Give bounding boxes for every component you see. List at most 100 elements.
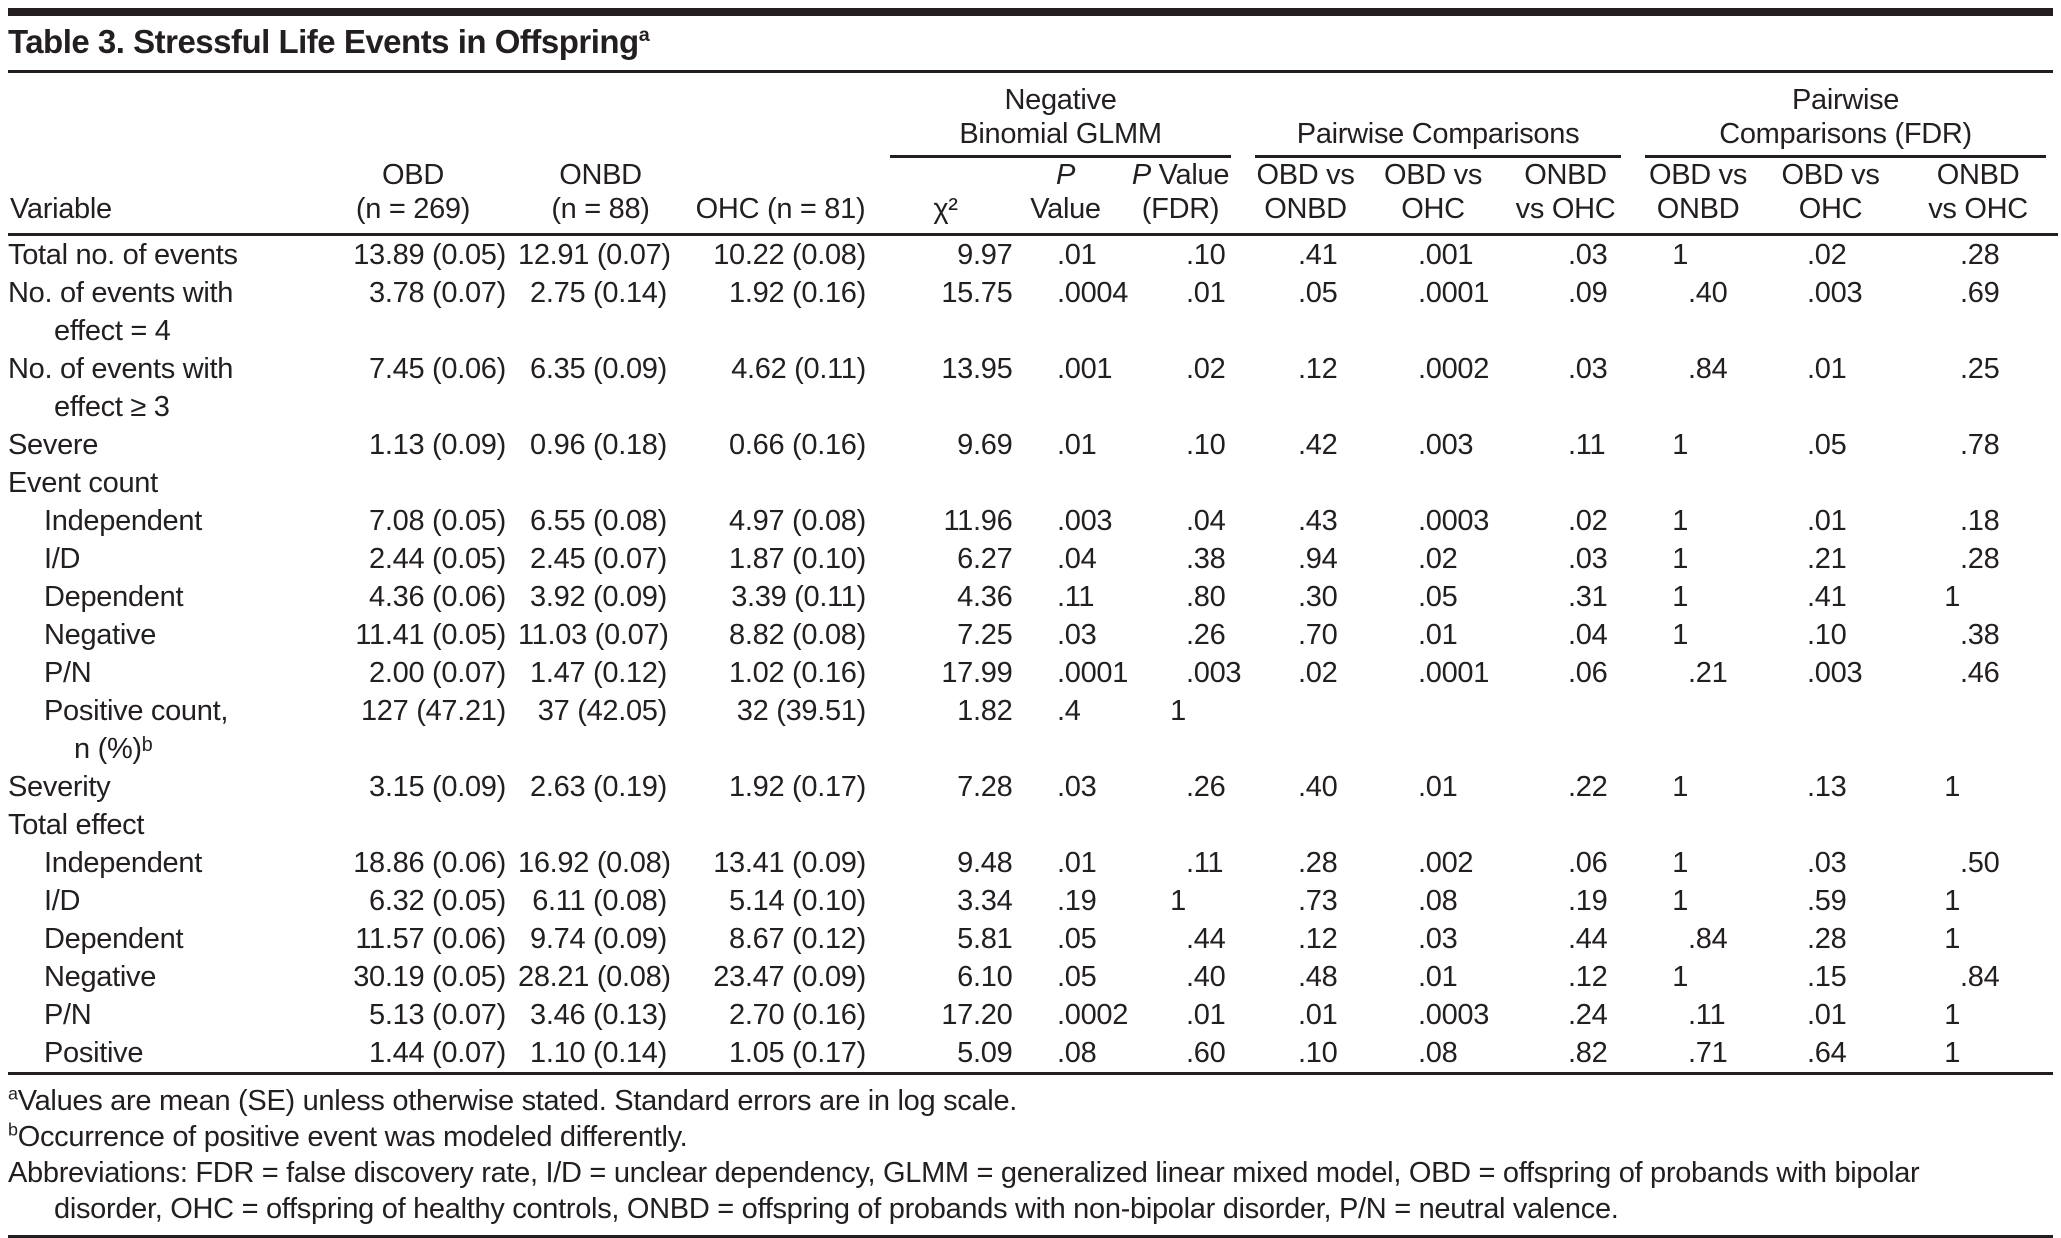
cell-obd: 7.45 (0.06) xyxy=(369,353,506,385)
cell-p-value-fdr: .26 xyxy=(1186,771,1226,803)
table-row: No. of events with effect ≥ 3 7.45 (0.06)… xyxy=(8,350,2058,426)
cell-obd-vs-onbd: .02 xyxy=(1298,657,1338,689)
cell-ohc: 4.97 (0.08) xyxy=(729,505,866,537)
cell-p-value: .05 xyxy=(1057,923,1097,955)
cell-onbd-vs-ohc: .11 xyxy=(1568,429,1606,461)
cell-fdr-obd-vs-onbd: 1 xyxy=(1672,847,1689,879)
cell-p-value xyxy=(1013,806,1118,844)
table-title: Table 3. Stressful Life Events in Offspr… xyxy=(8,16,2053,70)
column-header-fdr-obd-vs-ohc: OBD vs OHC xyxy=(1763,158,1899,236)
cell-fdr-obd-vs-onbd xyxy=(1633,806,1763,844)
cell-obd-vs-onbd: .10 xyxy=(1298,1037,1338,1069)
cell-fdr-obd-vs-ohc: .21 xyxy=(1807,543,1847,575)
cell-ohc: 1.92 (0.16) xyxy=(729,277,866,309)
cell-ohc: 13.41 (0.09) xyxy=(713,847,866,879)
cell-obd-vs-onbd xyxy=(1243,692,1368,768)
cell-fdr-onbd-vs-ohc: .50 xyxy=(1960,847,2000,879)
cell-fdr-obd-vs-onbd: .71 xyxy=(1688,1037,1728,1069)
column-header-obd: OBD (n = 269) xyxy=(308,158,518,236)
cell-p-value: .05 xyxy=(1057,961,1097,993)
cell-p-value-fdr: .04 xyxy=(1186,505,1226,537)
column-header-obd-vs-ohc: OBD vs OHC xyxy=(1368,158,1499,236)
footnote-b-marker: b xyxy=(8,1119,18,1140)
group-header-label: Pairwise Comparisons (FDR) xyxy=(1645,83,2047,158)
table-header: Negative Binomial GLMM Pairwise Comparis… xyxy=(8,73,2059,236)
cell-fdr-obd-vs-ohc: .01 xyxy=(1807,353,1847,385)
cell-fdr-obd-vs-onbd: .21 xyxy=(1688,657,1728,689)
cell-onbd-vs-ohc: .19 xyxy=(1568,885,1608,917)
cell-p-value-fdr: .01 xyxy=(1186,999,1226,1031)
cell-obd-vs-ohc xyxy=(1368,692,1498,768)
cell-obd-vs-ohc: .002 xyxy=(1418,847,1474,879)
cell-fdr-obd-vs-onbd: 1 xyxy=(1672,771,1689,803)
table-row: P/N 2.00 (0.07) 1.47 (0.12) 1.02 (0.16) 17.9… xyxy=(8,654,2058,692)
row-label: I/D xyxy=(44,543,81,575)
column-header-p-value-fdr: P Value (FDR) xyxy=(1118,158,1244,236)
cell-obd: 11.57 (0.06) xyxy=(355,923,506,955)
footnote-b: bOccurrence of positive event was modele… xyxy=(8,1119,2053,1155)
cell-p-value-fdr: .26 xyxy=(1186,619,1226,651)
cell-fdr-onbd-vs-ohc: 1 xyxy=(1944,885,1961,917)
footnote-abbreviations: Abbreviations: FDR = false discovery rat… xyxy=(8,1157,1920,1225)
cell-p-value: .04 xyxy=(1057,543,1097,575)
cell-fdr-onbd-vs-ohc xyxy=(1898,464,2058,502)
cell-fdr-obd-vs-onbd: 1 xyxy=(1672,239,1689,271)
cell-p-value: .0002 xyxy=(1057,999,1129,1031)
group-header-row: Negative Binomial GLMM Pairwise Comparis… xyxy=(8,73,2058,158)
column-header-p-value: P Value xyxy=(1013,158,1118,236)
table-row: Dependent 11.57 (0.06) 9.74 (0.09) 8.67 (0.… xyxy=(8,920,2058,958)
cell-fdr-obd-vs-onbd: 1 xyxy=(1672,619,1689,651)
cell-fdr-obd-vs-ohc: .02 xyxy=(1807,239,1847,271)
cell-fdr-obd-vs-ohc: .05 xyxy=(1807,429,1847,461)
row-label: P/N xyxy=(44,657,92,689)
table-row: P/N 5.13 (0.07) 3.46 (0.13) 2.70 (0.16) 17.2… xyxy=(8,996,2058,1034)
cell-fdr-obd-vs-ohc: .03 xyxy=(1807,847,1847,879)
cell-fdr-obd-vs-ohc xyxy=(1763,692,1898,768)
cell-fdr-onbd-vs-ohc: .25 xyxy=(1960,353,2000,385)
cell-p-value-fdr: .01 xyxy=(1186,277,1226,309)
cell-fdr-obd-vs-onbd: .84 xyxy=(1688,353,1728,385)
cell-obd-vs-ohc: .0003 xyxy=(1418,999,1490,1031)
cell-p-value-fdr: .11 xyxy=(1186,847,1224,879)
cell-fdr-obd-vs-ohc: .64 xyxy=(1807,1037,1847,1069)
cell-obd: 127 (47.21) xyxy=(360,695,506,727)
section-row: Total effect xyxy=(8,806,2058,844)
row-label: I/D xyxy=(44,885,81,917)
cell-p-value-fdr: .44 xyxy=(1186,923,1226,955)
table-row: Severe 1.13 (0.09) 0.96 (0.18) 0.66 (0.16) 9… xyxy=(8,426,2058,464)
cell-p-value-fdr: .003 xyxy=(1186,657,1242,689)
column-header-chi-square: χ² xyxy=(878,158,1013,236)
cell-fdr-onbd-vs-ohc: 1 xyxy=(1944,1037,1961,1069)
cell-fdr-obd-vs-onbd xyxy=(1633,464,1763,502)
title-superscript: a xyxy=(638,24,650,46)
cell-obd-vs-onbd: .30 xyxy=(1298,581,1338,613)
table-row: Severity 3.15 (0.09) 2.63 (0.19) 1.92 (0.17… xyxy=(8,768,2058,806)
cell-ohc: 2.70 (0.16) xyxy=(729,999,866,1031)
row-label: P/N xyxy=(44,999,92,1031)
cell-obd-vs-ohc xyxy=(1368,464,1498,502)
cell-onbd-vs-ohc: .31 xyxy=(1568,581,1608,613)
table-row: Positive 1.44 (0.07) 1.10 (0.14) 1.05 (0.17… xyxy=(8,1034,2058,1072)
cell-chi2: 13.95 xyxy=(941,353,1013,385)
cell-onbd: 2.75 (0.14) xyxy=(530,277,667,309)
cell-obd-vs-ohc: .08 xyxy=(1418,1037,1458,1069)
column-header-obd-vs-onbd: OBD vs ONBD xyxy=(1243,158,1369,236)
cell-fdr-onbd-vs-ohc: .78 xyxy=(1960,429,2000,461)
cell-onbd: 3.46 (0.13) xyxy=(530,999,667,1031)
row-label: Negative xyxy=(44,961,157,993)
cell-ohc: 10.22 (0.08) xyxy=(713,239,866,271)
footnote-a-marker: a xyxy=(8,1083,18,1104)
cell-obd: 11.41 (0.05) xyxy=(355,619,506,651)
cell-chi2: 17.99 xyxy=(941,657,1013,689)
cell-obd: 4.36 (0.06) xyxy=(369,581,506,613)
cell-onbd-vs-ohc xyxy=(1498,806,1633,844)
cell-obd: 6.32 (0.05) xyxy=(369,885,506,917)
cell-p-value-fdr: .10 xyxy=(1186,429,1226,461)
cell-onbd: 6.55 (0.08) xyxy=(530,505,667,537)
cell-p-value-fdr: 1 xyxy=(1170,885,1186,917)
cell-ohc: 32 (39.51) xyxy=(736,695,867,727)
cell-onbd-vs-ohc: .22 xyxy=(1568,771,1608,803)
cell-obd-vs-onbd: .40 xyxy=(1298,771,1338,803)
cell-p-value-fdr: .38 xyxy=(1186,543,1226,575)
